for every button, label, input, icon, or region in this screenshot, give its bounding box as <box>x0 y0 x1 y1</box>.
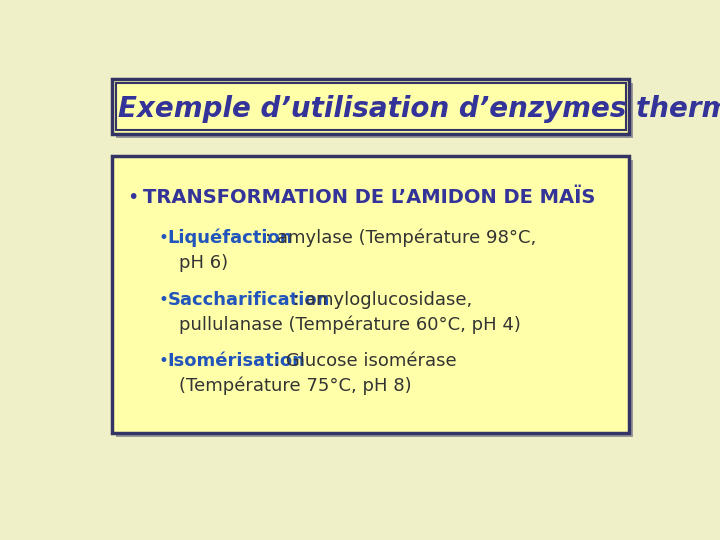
Text: •: • <box>127 188 138 207</box>
Text: •: • <box>158 352 168 370</box>
Text: (Température 75°C, pH 8): (Température 75°C, pH 8) <box>179 376 412 395</box>
Text: pH 6): pH 6) <box>179 254 228 272</box>
Bar <box>112 79 629 134</box>
Text: •: • <box>158 229 168 247</box>
Bar <box>112 156 629 433</box>
Text: •: • <box>158 291 168 309</box>
Text: TRANSFORMATION DE L’AMIDON DE MAÏS: TRANSFORMATION DE L’AMIDON DE MAÏS <box>143 188 595 207</box>
Text: Exemple d’utilisation d’enzymes thermostables: Exemple d’utilisation d’enzymes thermost… <box>118 94 720 123</box>
Text: : amyloglucosidase,: : amyloglucosidase, <box>293 291 472 309</box>
Text: Saccharification: Saccharification <box>168 291 330 309</box>
Text: : amylase (Température 98°C,: : amylase (Température 98°C, <box>265 229 536 247</box>
Text: Liquéfaction: Liquéfaction <box>168 229 293 247</box>
Text: pullulanase (Température 60°C, pH 4): pullulanase (Température 60°C, pH 4) <box>179 315 521 334</box>
Bar <box>116 159 634 437</box>
Bar <box>116 83 634 138</box>
Text: Isomérisation: Isomérisation <box>168 352 305 370</box>
Text: : Glucose isomérase: : Glucose isomérase <box>274 352 457 370</box>
Bar <box>116 83 626 130</box>
